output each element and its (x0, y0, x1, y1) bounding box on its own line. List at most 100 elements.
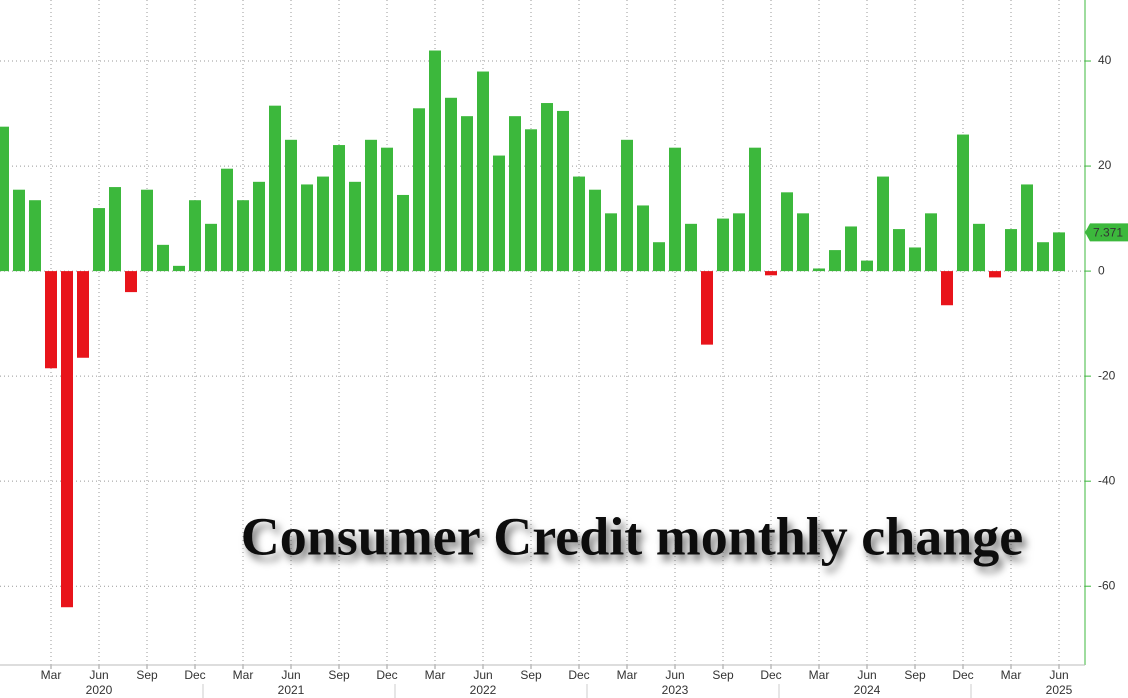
bar (1005, 229, 1017, 272)
y-tick-label: -40 (1098, 473, 1116, 487)
bar (61, 271, 73, 608)
y-tick-label: 0 (1098, 263, 1105, 277)
bar (269, 105, 281, 272)
year-label: 2021 (278, 683, 305, 697)
bar (893, 229, 905, 272)
bar (45, 271, 57, 369)
year-label: 2025 (1046, 683, 1073, 697)
bar (941, 271, 953, 306)
year-label: 2023 (662, 683, 689, 697)
x-tick-label: Sep (520, 668, 542, 682)
x-tick-label: Dec (952, 668, 973, 682)
x-tick-label: Mar (233, 668, 254, 682)
bar (749, 147, 761, 272)
x-tick-label: Jun (857, 668, 876, 682)
bar (701, 271, 713, 345)
x-tick-label: Mar (809, 668, 830, 682)
bars (0, 50, 1065, 608)
bar (477, 71, 489, 272)
bar (397, 194, 409, 272)
bar (557, 110, 569, 272)
bar (861, 260, 873, 272)
bar (381, 147, 393, 272)
bar (301, 184, 313, 272)
bar (957, 134, 969, 272)
chart-title: Consumer Credit monthly change (241, 506, 1024, 566)
x-tick-label: Sep (328, 668, 350, 682)
bar (637, 205, 649, 272)
bar (797, 213, 809, 272)
bar (125, 271, 137, 293)
bar (829, 250, 841, 272)
bar (573, 176, 585, 272)
bar (141, 189, 153, 272)
y-tick-label: -60 (1098, 578, 1116, 592)
bar (333, 145, 345, 272)
bar (925, 213, 937, 272)
bar (813, 268, 825, 272)
bar (669, 147, 681, 272)
y-tick-label: -20 (1098, 368, 1116, 382)
bar (221, 168, 233, 272)
bar (413, 108, 425, 272)
y-tick-label: 40 (1098, 53, 1112, 67)
x-tick-label: Mar (41, 668, 62, 682)
bar (109, 187, 121, 272)
x-tick-label: Jun (89, 668, 108, 682)
bar (13, 189, 25, 272)
bar (541, 103, 553, 272)
y-tick-label: 20 (1098, 158, 1112, 172)
bar (253, 181, 265, 272)
x-tick-label: Dec (376, 668, 397, 682)
bar (93, 208, 105, 272)
bar (909, 247, 921, 272)
x-tick-label: Sep (904, 668, 926, 682)
bar (621, 139, 633, 272)
bar (445, 97, 457, 272)
value-tag: 7.371 (1093, 226, 1123, 240)
bar (205, 223, 217, 272)
year-label: 2020 (86, 683, 113, 697)
bar (845, 226, 857, 272)
bar (29, 200, 41, 272)
bar (77, 271, 89, 358)
bar (285, 139, 297, 272)
bar (1053, 232, 1065, 272)
bar (237, 200, 249, 272)
bar (173, 265, 185, 272)
bar (157, 244, 169, 272)
x-tick-label: Sep (712, 668, 734, 682)
bar (973, 223, 985, 272)
bar (877, 176, 889, 272)
bar (349, 181, 361, 272)
bar (429, 50, 441, 272)
x-tick-label: Jun (473, 668, 492, 682)
year-label: 2022 (470, 683, 497, 697)
bar (365, 139, 377, 272)
x-tick-label: Dec (568, 668, 589, 682)
bar (493, 155, 505, 272)
bar (653, 242, 665, 272)
bar (685, 223, 697, 272)
bar (1037, 242, 1049, 272)
bar (781, 192, 793, 272)
bar (733, 213, 745, 272)
x-tick-label: Dec (760, 668, 781, 682)
x-tick-label: Jun (665, 668, 684, 682)
bar (317, 176, 329, 272)
bar (589, 189, 601, 272)
x-tick-label: Mar (617, 668, 638, 682)
x-tick-label: Jun (281, 668, 300, 682)
bar (461, 116, 473, 272)
bar (605, 213, 617, 272)
bar (717, 218, 729, 272)
bar (525, 129, 537, 272)
bar (509, 116, 521, 272)
bar (0, 126, 9, 272)
bar (989, 271, 1001, 278)
bar (765, 271, 777, 276)
x-tick-label: Jun (1049, 668, 1068, 682)
x-tick-label: Mar (1001, 668, 1022, 682)
x-tick-label: Mar (425, 668, 446, 682)
